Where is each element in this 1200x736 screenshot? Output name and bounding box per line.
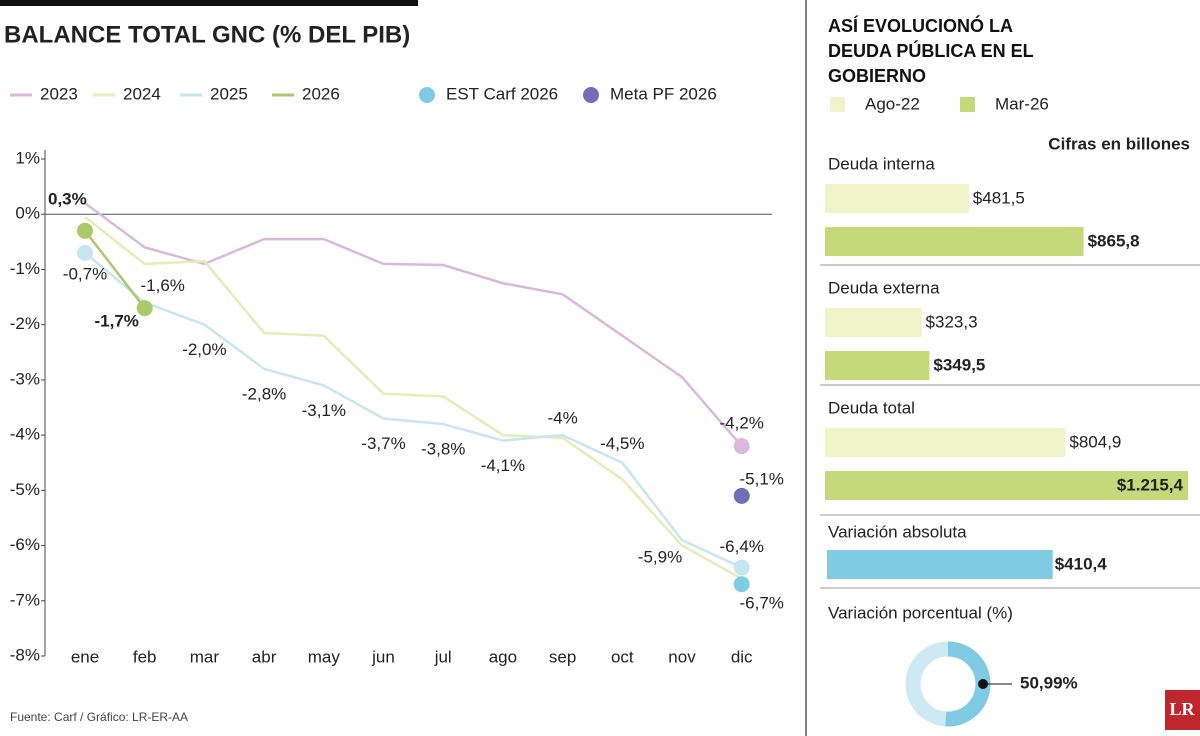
y-tick-label: -4% [10, 425, 40, 444]
bar [825, 428, 1066, 457]
bar [825, 184, 969, 213]
value-label: $323,3 [926, 312, 978, 331]
donut-slice [945, 641, 991, 727]
series-line [84, 216, 743, 580]
x-tick-label: abr [252, 647, 277, 666]
x-tick-label: feb [133, 647, 157, 666]
source: Fuente: Carf / Gráfico: LR-ER-AA [10, 710, 188, 724]
value-label: -1,7% [94, 312, 138, 331]
category-label: Deuda interna [828, 154, 935, 173]
y-tick-label: -5% [10, 480, 40, 499]
value-label: $410,4 [1055, 554, 1108, 573]
legend-label: 2023 [40, 84, 78, 103]
value-label: -4,1% [481, 456, 525, 475]
legend-marker [583, 87, 599, 103]
logo: LR [1169, 699, 1195, 719]
y-tick-label: -6% [10, 535, 40, 554]
bar [825, 471, 1188, 500]
point [733, 438, 750, 455]
y-tick-label: -2% [10, 314, 40, 333]
value-label: $804,9 [1069, 432, 1121, 451]
point [733, 487, 750, 504]
bar [825, 351, 930, 380]
legend-label: Mar-26 [995, 94, 1049, 113]
y-tick-label: -8% [10, 645, 40, 664]
bar [825, 227, 1084, 256]
point [77, 244, 93, 261]
x-tick-label: jul [434, 647, 452, 666]
legend-label: EST Carf 2026 [446, 84, 558, 103]
y-tick-label: -1% [10, 259, 40, 278]
x-tick-label: ago [489, 647, 517, 666]
y-tick-label: 0% [15, 204, 40, 223]
annotation: 0,3% [48, 189, 87, 208]
value-label: -3,7% [361, 434, 405, 453]
panel-title: ASÍ EVOLUCIONÓ LA DEUDA PÚBLICA EN EL GO… [828, 16, 1034, 86]
value-label: -4,2% [719, 414, 763, 433]
y-tick-label: -3% [10, 369, 40, 388]
note: Cifras en billones [1048, 134, 1190, 153]
value-label: $1.215,4 [1117, 475, 1184, 494]
value-label: -0,7% [63, 264, 107, 283]
x-tick-label: dic [731, 647, 753, 666]
x-tick-label: sep [549, 647, 576, 666]
value-label: -6,4% [719, 537, 763, 556]
bar [825, 308, 922, 337]
legend-label: 2025 [210, 84, 248, 103]
value-label: -3,8% [421, 440, 465, 459]
top-bar [0, 0, 418, 6]
y-tick-label: 1% [15, 148, 40, 167]
series-line [84, 251, 743, 569]
value-label: -4,5% [600, 434, 644, 453]
series-line [84, 230, 146, 309]
x-tick-label: mar [190, 647, 220, 666]
value-label: $349,5 [933, 355, 985, 374]
value-label: -5,9% [638, 548, 682, 567]
leader-dot [978, 679, 988, 689]
legend-label: Meta PF 2026 [610, 84, 717, 103]
chart-title: BALANCE TOTAL GNC (% DEL PIB) [4, 21, 410, 48]
category-label: Variación absoluta [828, 522, 967, 541]
legend-label: 2024 [123, 84, 161, 103]
legend-label: Ago-22 [865, 94, 920, 113]
series-line [84, 202, 743, 447]
y-tick-label: -7% [10, 590, 40, 609]
value-label: -2,8% [242, 384, 286, 403]
value-label: -1,6% [140, 276, 184, 295]
x-tick-label: jun [371, 647, 395, 666]
value-label: $865,8 [1088, 231, 1140, 250]
value-label: $481,5 [973, 188, 1025, 207]
bar [827, 550, 1053, 579]
point [733, 559, 750, 576]
logo-box [1165, 690, 1200, 730]
value-label: -6,7% [739, 594, 783, 613]
category-label: Deuda externa [828, 278, 940, 297]
point [733, 576, 750, 593]
legend-marker [960, 97, 975, 112]
x-tick-label: ene [71, 647, 99, 666]
legend-marker [830, 97, 845, 112]
x-tick-label: may [308, 647, 341, 666]
category-label: Deuda total [828, 398, 915, 417]
legend-label: 2026 [302, 84, 340, 103]
pie-title: Variación porcentual (%) [828, 603, 1013, 622]
value-label: -3,1% [302, 401, 346, 420]
value-label: -2,0% [182, 340, 226, 359]
x-tick-label: oct [611, 647, 634, 666]
point [77, 222, 93, 239]
value-label: -4% [547, 409, 577, 428]
point [136, 300, 153, 317]
value-label: 50,99% [1020, 673, 1078, 692]
legend-marker [419, 87, 435, 103]
x-tick-label: nov [668, 647, 696, 666]
value-label: -5,1% [739, 469, 783, 488]
